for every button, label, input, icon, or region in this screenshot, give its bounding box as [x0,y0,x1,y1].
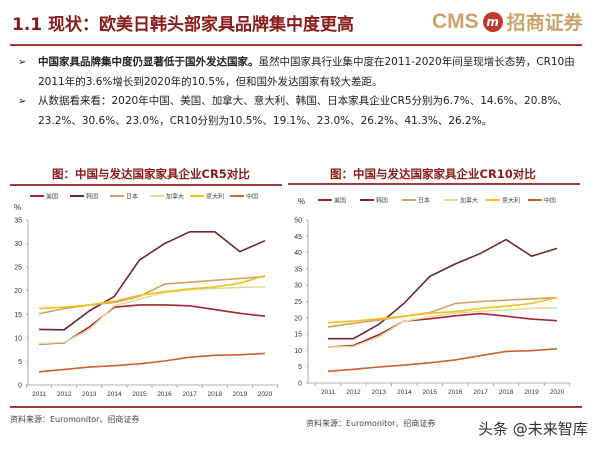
x-tick-label: 2011 [32,391,46,398]
arrow-bullet-icon: ➢ [18,96,27,107]
page-title: 1.1 现状：欧美日韩头部家具品牌集中度更高 [12,15,355,35]
logo-cn: 招商证券 [506,12,583,34]
chart-1-source: 资料来源：Euromonitor、招商证券 [10,415,140,424]
x-tick-label: 2015 [132,391,147,398]
watermark: 头条 @未来智库 [478,420,588,438]
bullet-1-text: 虽然中国家具行业集中度在2011-2020年间呈现增长态势，CR10由2011年… [38,56,575,88]
arrow-bullet-icon: ➢ [18,57,27,68]
bullet-1-bold: 中国家具品牌集中度仍显著低于国外发达国家。 [38,56,259,68]
y-tick-label: 15 [14,312,22,319]
y-tick-label: 15 [294,332,302,339]
x-tick-label: 2014 [397,389,412,396]
x-tick-label: 2017 [182,391,197,398]
legend-label-2: 日本 [418,197,430,205]
legend-label-3: 加拿大 [460,197,478,205]
y-tick-label: 10 [14,335,22,342]
y-tick-label: 35 [294,266,302,273]
cms-logo: CMS m 招商证券 [432,8,583,35]
legend-label-0: 美国 [46,193,58,201]
x-tick-label: 2018 [208,391,223,398]
series-line-加拿大 [38,286,266,345]
y-tick-label: 35 [14,218,22,225]
legend-label-3: 加拿大 [166,193,184,201]
x-tick-label: 2019 [524,389,539,396]
chart-2-title: 图：中国与发达国家家具企业CR10对比 [330,167,536,181]
x-tick-label: 2016 [448,389,463,396]
x-tick-label: 2013 [82,391,97,398]
bullet-2-text: 从数据看来看：2020年中国、美国、加拿大、意大利、韩国、日本家具企业CR5分别… [38,95,568,127]
y-tick-label: 40 [294,250,302,257]
footer-divider [10,406,582,408]
series-line-意大利 [327,296,558,324]
y-tick-label: 50 [294,218,302,225]
x-tick-label: 2015 [423,389,438,396]
series-line-日本 [327,296,558,328]
y-tick-label: 20 [294,315,302,322]
legend-label-5: 中国 [246,193,258,201]
y-tick-label: 25 [294,299,302,306]
bullet-1: ➢ 中国家具品牌集中度仍显著低于国外发达国家。虽然中国家具行业集中度在2011-… [18,53,583,92]
y-tick-label: 10 [294,348,302,355]
legend-label-2: 日本 [126,193,138,201]
x-tick-label: 2012 [57,391,72,398]
series-line-中国 [327,348,558,373]
x-tick-label: 2018 [499,389,514,396]
chart-1-title: 图：中国与发达国家家具企业CR5对比 [52,167,250,181]
x-tick-label: 2012 [346,389,361,396]
x-tick-label: 2013 [372,389,387,396]
x-tick-label: 2017 [473,389,488,396]
series-line-加拿大 [327,307,558,348]
x-tick-label: 2016 [157,391,172,398]
x-tick-label: 2019 [233,391,248,398]
x-tick-label: 2011 [321,389,335,396]
y-tick-label: 30 [14,241,22,248]
title-divider [10,44,582,46]
chart-2-divider [288,183,580,185]
cr5-chart: % 0 5 10 15 20 25 30 35 2011 2012 2013 2014 2015 2016 2… [14,193,278,398]
y-tick-label: 0 [18,383,22,390]
series-line-中国 [38,352,266,373]
series-line-韩国 [38,230,266,331]
y-axis-unit-label: % [298,197,305,206]
y-axis-unit-label: % [14,203,21,212]
series-line-意大利 [38,274,266,310]
y-tick-label: 30 [294,283,302,290]
y-tick-label: 5 [298,364,302,371]
logo-badge-icon: m [482,11,503,32]
legend-label-1: 韩国 [376,197,388,205]
x-tick-label: 2014 [107,391,122,398]
x-tick-label: 2020 [258,391,273,398]
cr10-chart: % 0 5 10 15 20 25 30 35 40 45 50 2011 2012 2013 2014 201… [294,197,571,396]
legend-label-1: 韩国 [86,193,98,201]
legend-label-4: 意大利 [502,197,520,205]
y-tick-label: 20 [14,288,22,295]
y-tick-label: 45 [294,234,302,241]
y-tick-label: 5 [18,359,22,366]
logo-text: CMS [432,9,479,33]
y-tick-label: 25 [14,265,22,272]
bullet-2: ➢ 从数据看来看：2020年中国、美国、加拿大、意大利、韩国、日本家具企业CR5… [18,92,583,131]
series-line-韩国 [328,238,558,340]
y-tick-label: 0 [298,381,302,388]
series-line-美国 [38,304,266,345]
legend-label-0: 美国 [334,197,346,205]
legend-label-4: 意大利 [206,193,224,201]
x-tick-label: 2020 [550,389,565,396]
chart-2-source: 资料来源：Euromonitor、招商证券 [306,419,436,428]
legend-label-5: 中国 [544,197,556,205]
series-line-美国 [327,312,558,348]
chart-1-divider [10,184,282,186]
